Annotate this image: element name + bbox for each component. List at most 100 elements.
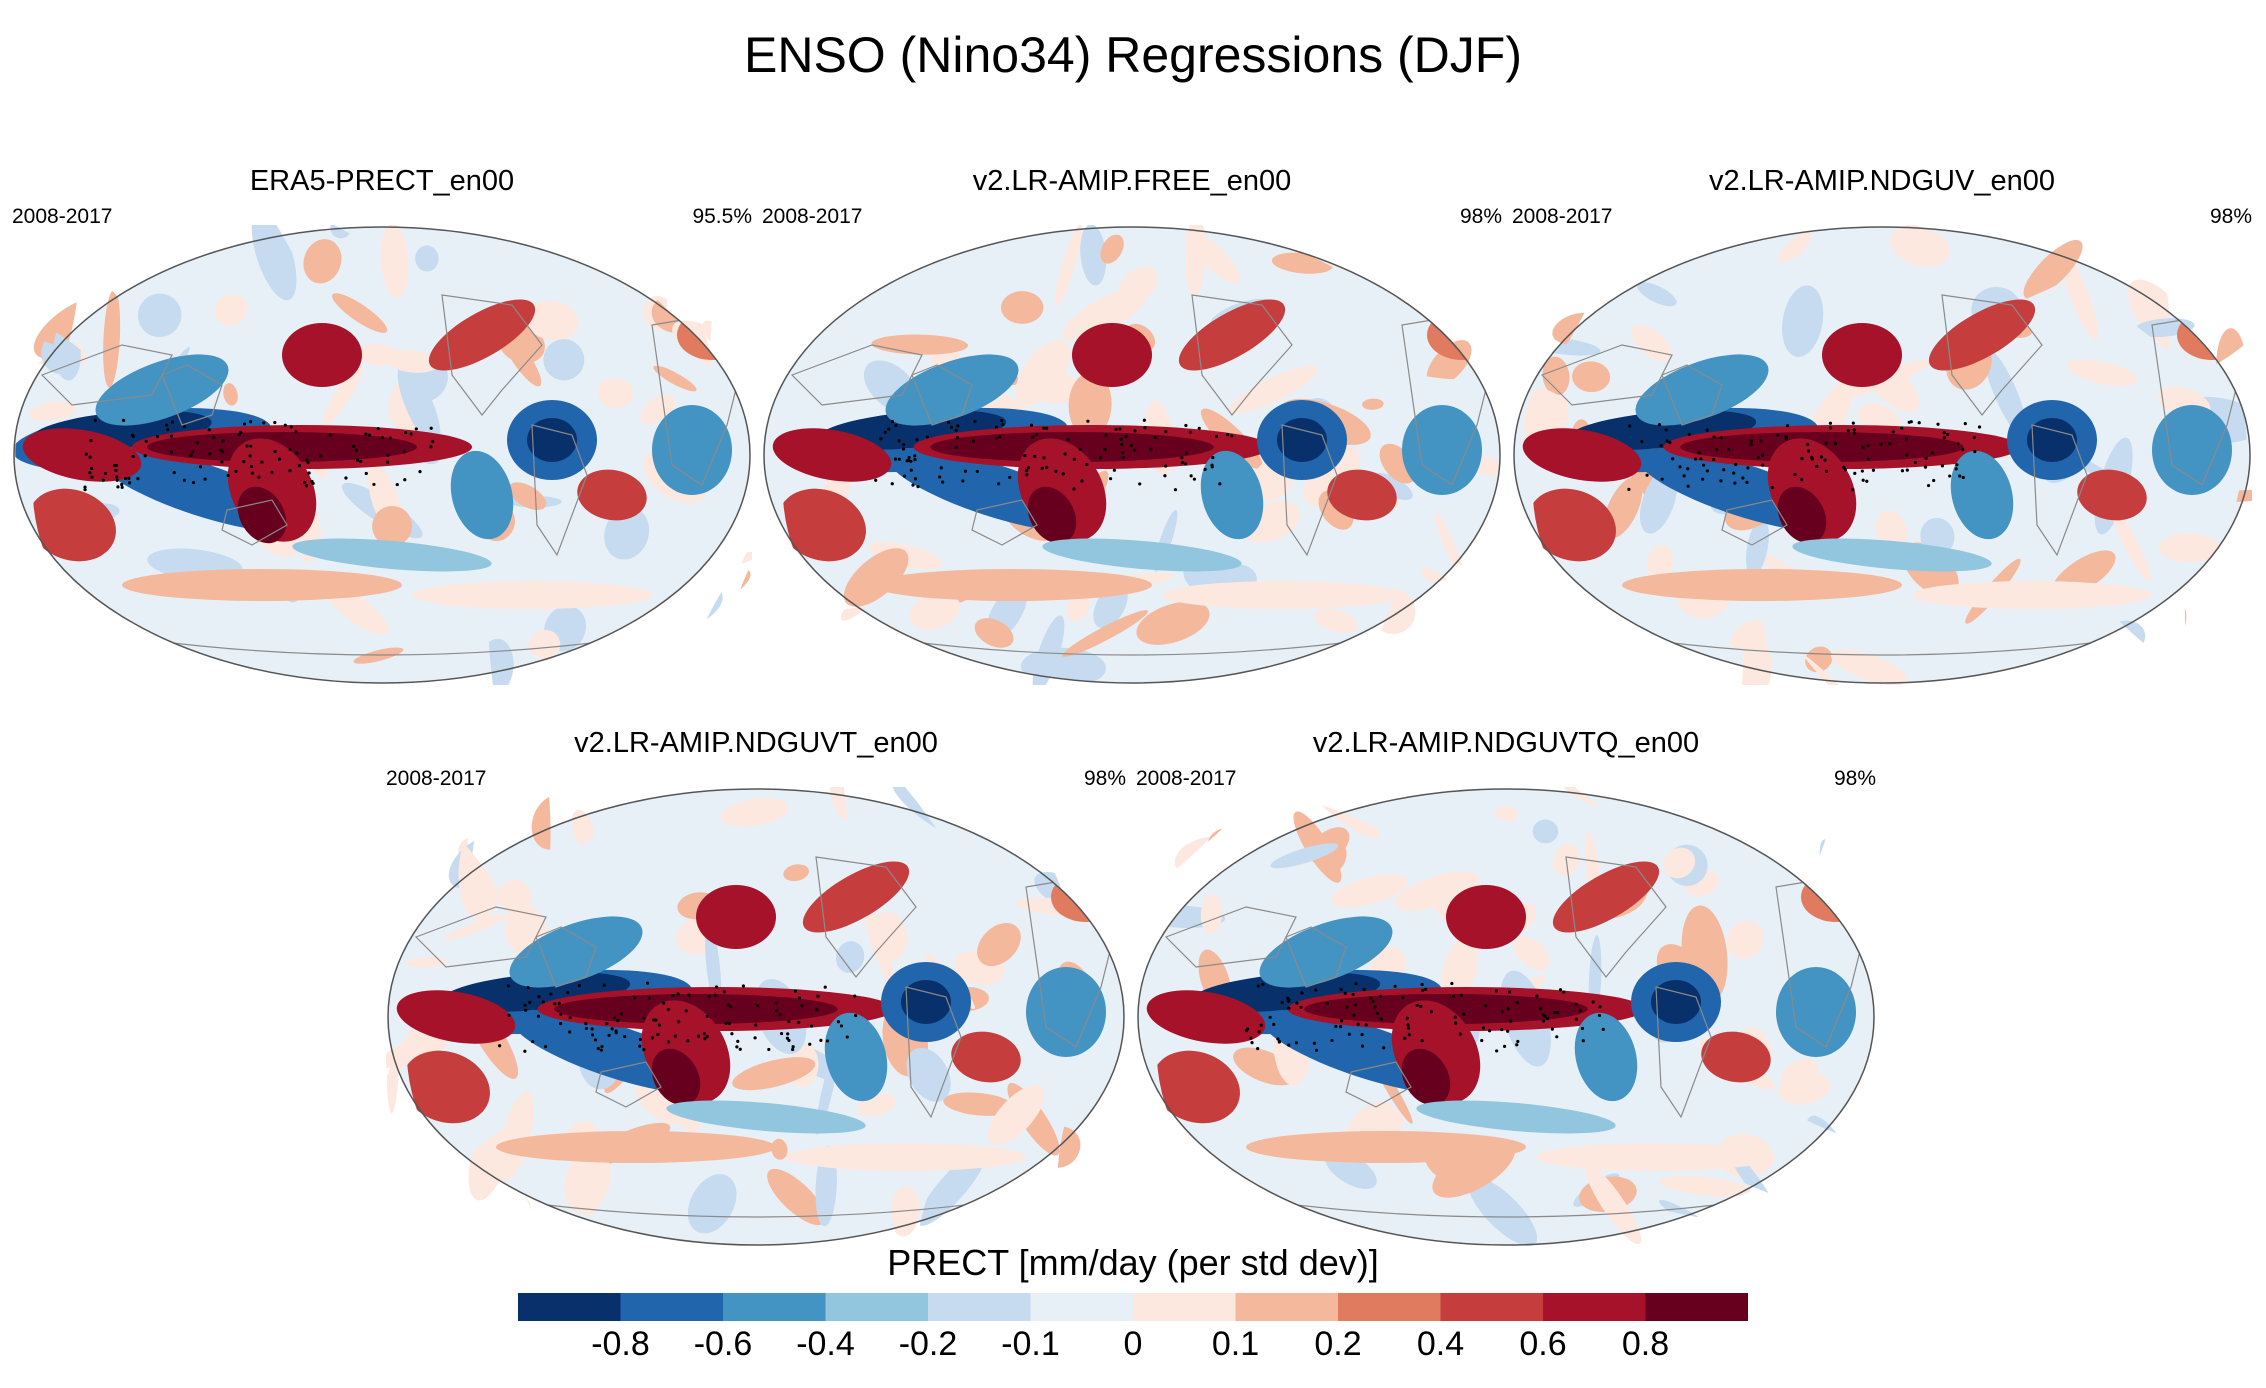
southern-band-1 — [122, 569, 402, 601]
significance-dot — [1900, 469, 1905, 473]
anomaly-patch — [974, 618, 1014, 648]
significance-dot — [1541, 1012, 1545, 1017]
anomaly-patch — [1637, 282, 1677, 307]
significance-dot — [318, 454, 323, 458]
europe-wet — [677, 310, 747, 360]
anomaly-patch — [497, 1091, 535, 1183]
coastline — [531, 424, 588, 557]
significance-dot — [819, 1038, 823, 1043]
colorbar — [518, 1293, 1748, 1321]
significance-dot — [1861, 478, 1865, 482]
anomaly-patch — [1514, 936, 1551, 971]
significance-dot — [897, 439, 901, 443]
coastline — [1941, 294, 2043, 416]
significance-dot — [1824, 469, 1829, 473]
africa-dry — [1776, 967, 1856, 1057]
significance-dot — [1954, 467, 1958, 471]
significance-dot — [203, 477, 207, 481]
significance-dot — [1645, 473, 1649, 477]
significance-dot — [283, 423, 287, 427]
significance-dot — [1188, 430, 1193, 434]
anomaly-patch — [2220, 489, 2252, 503]
coastline — [1540, 344, 1673, 406]
significance-dot — [1218, 482, 1222, 486]
significance-dot — [1210, 465, 1214, 469]
significance-dot — [1784, 437, 1788, 441]
significance-dot — [1958, 474, 1962, 478]
anomaly-patch — [767, 1168, 826, 1226]
significance-dot — [1664, 428, 1668, 432]
significance-dot — [854, 1013, 858, 1018]
significance-dot — [785, 1036, 790, 1040]
anomaly-patch — [1646, 545, 1674, 580]
atlantic-dry — [1200, 450, 1264, 540]
anomaly-patch — [1745, 518, 1769, 577]
colorbar-swatch — [1030, 1293, 1134, 1321]
significance-dot — [249, 444, 253, 448]
north-pacific-wet — [1072, 323, 1152, 387]
significance-dot — [1871, 468, 1876, 472]
coastline — [221, 499, 288, 546]
significance-dot — [741, 984, 745, 988]
map-border — [763, 226, 1501, 684]
significance-dot — [207, 428, 211, 432]
significance-dot — [1407, 1033, 1411, 1037]
coastline — [790, 344, 923, 406]
significance-dot — [612, 1016, 617, 1020]
significance-dot — [1462, 1012, 1466, 1016]
panel-title: ERA5-PRECT_en00 — [249, 165, 515, 197]
significance-dot — [1806, 442, 1810, 447]
significance-dot — [418, 469, 422, 474]
significance-dot — [946, 420, 951, 424]
significance-dot — [429, 445, 433, 449]
coastline — [1285, 926, 1347, 988]
coastline — [1565, 856, 1667, 978]
significance-dot — [558, 1021, 563, 1026]
anomaly-patch — [648, 603, 689, 685]
anomaly-patch — [1054, 225, 1082, 307]
significance-dot — [713, 993, 717, 997]
significance-dot — [1702, 463, 1706, 467]
significance-dot — [687, 993, 691, 997]
significance-dot — [642, 1016, 646, 1020]
significance-dot — [845, 1035, 849, 1039]
anomaly-patch — [1138, 802, 1176, 883]
atlantic-dry — [1950, 450, 2014, 540]
significance-dot — [1287, 1043, 1291, 1047]
significance-dot — [277, 457, 282, 461]
significance-dot — [1454, 1021, 1458, 1025]
significance-dot — [954, 445, 958, 450]
anomaly-patch — [12, 643, 94, 678]
significance-dot — [1031, 435, 1035, 439]
nw-pacific-dry — [1259, 916, 1393, 988]
significance-dot — [1045, 426, 1049, 430]
significance-dot — [1256, 1047, 1260, 1051]
nw-pacific-dry — [885, 354, 1019, 426]
significance-dot — [507, 1013, 511, 1017]
significance-dot — [1682, 474, 1686, 478]
significance-dot — [941, 480, 945, 484]
significance-dot — [1977, 425, 1982, 429]
map-border — [387, 788, 1125, 1246]
significance-dot — [526, 986, 530, 990]
significance-dot — [1926, 483, 1931, 488]
significance-dot — [754, 1023, 758, 1027]
panel-years: 2008-2017 — [1136, 767, 1237, 790]
map-border — [1513, 226, 2251, 684]
anomaly-patch — [18, 596, 50, 616]
significance-dot — [727, 1021, 732, 1025]
anomaly-patch — [720, 798, 789, 828]
significance-dot — [1580, 1026, 1585, 1031]
significance-dot — [1506, 1029, 1510, 1033]
nw-pacific-dry — [509, 916, 643, 988]
significance-dot — [541, 1000, 545, 1004]
significance-dot — [584, 1021, 588, 1026]
anomaly-patch — [508, 482, 547, 511]
panel-title: v2.LR-AMIP.NDGUV_en00 — [1708, 165, 2055, 197]
significance-dot — [1026, 466, 1031, 470]
significance-dot — [774, 1001, 778, 1005]
significance-dot — [1732, 471, 1736, 475]
anomaly-patch — [732, 1057, 816, 1091]
significance-dot — [1972, 435, 1976, 440]
panel-percent: 98% — [2209, 205, 2252, 228]
